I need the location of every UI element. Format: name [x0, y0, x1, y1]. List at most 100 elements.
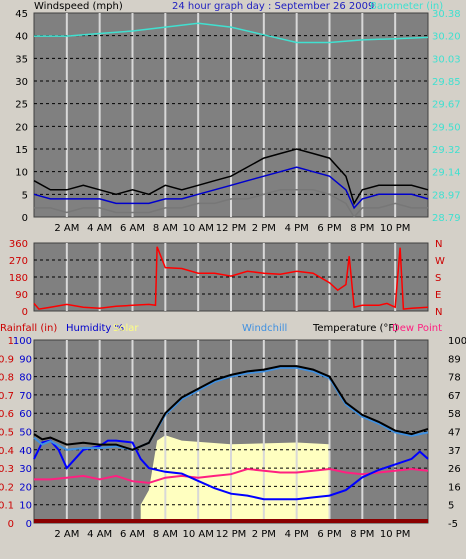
temp-ytick-5: 47	[448, 428, 461, 439]
temp-ytick-10: -5	[448, 519, 458, 530]
wind-ytick-3: 30	[15, 77, 28, 88]
weather-legend-0: Rainfall (in)	[0, 323, 57, 334]
weather-xtick-5: 12 PM	[216, 529, 247, 540]
barometer-ytick-9: 28.79	[432, 213, 461, 224]
wind-xtick-7: 4 PM	[285, 223, 309, 234]
temp-ytick-0: 100	[448, 336, 466, 347]
humidity-line	[33, 439, 429, 501]
wind-ytick-6: 15	[15, 145, 28, 156]
direction-ytick-4: 0	[22, 307, 28, 318]
rain-ytick-0: 1	[8, 336, 14, 347]
temp-ytick-3: 67	[448, 391, 461, 402]
humidity-ytick-1: 90	[19, 354, 32, 365]
wind-xtick-5: 12 PM	[216, 223, 247, 234]
direction-ytick-3: 90	[15, 290, 28, 301]
wind-xtick-0: 2 AM	[54, 223, 79, 234]
weather-legend-1: Humidity %	[66, 323, 124, 334]
chart-title: 24 hour graph day : September 26 2009	[172, 1, 374, 12]
temp-ytick-1: 89	[448, 354, 461, 365]
temp-ytick-4: 58	[448, 409, 461, 420]
weather-xtick-3: 8 AM	[153, 529, 178, 540]
wind-line-3	[34, 189, 428, 219]
weather-legend-3: Windchill	[242, 323, 287, 334]
wind-xtick-6: 2 PM	[252, 223, 276, 234]
wind-xtick-8: 6 PM	[317, 223, 341, 234]
rainfall-bar	[34, 519, 428, 523]
humidity-ytick-3: 70	[19, 391, 32, 402]
wind-ytick-4: 25	[15, 100, 28, 111]
wind-xtick-10: 10 PM	[380, 223, 411, 234]
wind-ytick-1: 40	[15, 32, 28, 43]
barometer-ytick-2: 30.03	[432, 54, 461, 65]
humidity-ytick-0: 100	[13, 336, 32, 347]
weather-xtick-2: 6 AM	[120, 529, 145, 540]
wind-xtick-4: 10 AM	[182, 223, 213, 234]
rain-ytick-8: 0.2	[0, 482, 14, 493]
weather-legend-4: Temperature (°F)	[312, 323, 398, 334]
rain-ytick-2: 0.8	[0, 373, 14, 384]
humidity-ytick-8: 20	[19, 482, 32, 493]
temperature-line	[33, 365, 429, 451]
humidity-ytick-4: 60	[19, 409, 32, 420]
direction-compass-3: E	[435, 290, 441, 301]
humidity-ytick-6: 40	[19, 446, 32, 457]
direction-ytick-0: 360	[9, 239, 28, 250]
weather-xtick-10: 10 PM	[380, 529, 411, 540]
weather-legend-2: Solar	[113, 323, 139, 334]
dewpoint-line	[34, 467, 429, 484]
weather-xtick-0: 2 AM	[54, 529, 79, 540]
temp-ytick-9: 5	[448, 501, 454, 512]
weather-xtick-1: 4 AM	[87, 529, 112, 540]
wind-xtick-3: 8 AM	[153, 223, 178, 234]
barometer-ylabel: Barometer (in)	[370, 1, 443, 12]
wind-xtick-9: 8 PM	[350, 223, 374, 234]
wind-xtick-2: 6 AM	[120, 223, 145, 234]
humidity-ytick-9: 10	[19, 501, 32, 512]
direction-ytick-1: 270	[9, 256, 28, 267]
weather-xtick-7: 4 PM	[285, 529, 309, 540]
wind-ylabel: Windspeed (mph)	[34, 1, 123, 12]
direction-ytick-2: 180	[9, 273, 28, 284]
rain-ytick-1: 0.9	[0, 354, 14, 365]
wind-ytick-8: 5	[22, 190, 28, 201]
weather-xtick-6: 2 PM	[252, 529, 276, 540]
rain-ytick-6: 0.4	[0, 446, 14, 457]
barometer-ytick-5: 29.50	[432, 122, 461, 133]
weather-xtick-8: 6 PM	[317, 529, 341, 540]
wind-direction-line	[33, 246, 429, 310]
direction-compass-2: S	[435, 273, 441, 284]
humidity-ytick-5: 50	[19, 428, 32, 439]
barometer-ytick-0: 30.38	[432, 9, 461, 20]
weather-xtick-9: 8 PM	[350, 529, 374, 540]
rain-ytick-3: 0.7	[0, 391, 14, 402]
wind-ytick-5: 20	[15, 122, 28, 133]
wind-line-1	[33, 148, 429, 206]
barometer-ytick-1: 30.20	[432, 32, 461, 43]
temp-ytick-7: 26	[448, 464, 461, 475]
wind-ytick-7: 10	[15, 168, 28, 179]
temp-ytick-8: 16	[448, 482, 461, 493]
barometer-ytick-6: 29.32	[432, 145, 461, 156]
humidity-ytick-7: 30	[19, 464, 32, 475]
wind-ytick-2: 35	[15, 54, 28, 65]
barometer-ytick-4: 29.67	[432, 100, 461, 111]
direction-compass-4: N	[435, 307, 442, 318]
direction-compass-0: N	[435, 239, 442, 250]
wind-ytick-9: 0	[22, 213, 28, 224]
rain-ytick-4: 0.6	[0, 409, 14, 420]
barometer-ytick-7: 29.14	[432, 168, 461, 179]
rain-ytick-7: 0.3	[0, 464, 14, 475]
barometer-line	[34, 22, 429, 44]
wind-ytick-0: 45	[15, 9, 28, 20]
temp-ytick-2: 78	[448, 373, 461, 384]
wind-line-2	[33, 166, 429, 210]
weather-xtick-4: 10 AM	[182, 529, 213, 540]
temp-ytick-6: 37	[448, 446, 461, 457]
direction-compass-1: W	[435, 256, 445, 267]
weather-legend-5: Dew Point	[392, 323, 442, 334]
rain-ytick-9: 0.1	[0, 501, 14, 512]
rain-ytick-10: 0	[8, 519, 14, 530]
windchill-line	[33, 366, 429, 451]
barometer-ytick-8: 28.97	[432, 190, 461, 201]
